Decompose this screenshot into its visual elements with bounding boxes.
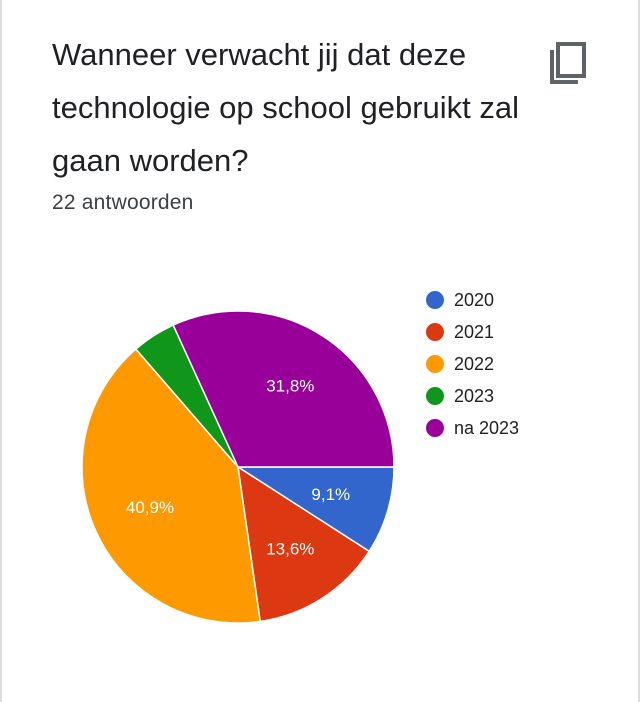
pie-slice-label: 13,6% [266, 539, 314, 558]
pie-slice-na-2023[interactable] [172, 310, 395, 468]
pie-slice-2021[interactable] [237, 465, 371, 623]
legend-item[interactable]: 2022 [426, 348, 519, 380]
pie-slice-2020[interactable] [235, 466, 395, 553]
response-count: 22 antwoorden [52, 191, 194, 214]
legend-item[interactable]: 2023 [426, 380, 519, 412]
legend-label: na 2023 [454, 417, 520, 438]
copy-icon [550, 42, 586, 84]
legend-label: 2023 [454, 385, 495, 406]
pie-slice-label: 40,9% [126, 498, 174, 517]
pie-slice-2022[interactable] [81, 348, 262, 624]
legend-label: 2022 [454, 353, 495, 374]
legend-item[interactable]: na 2023 [426, 412, 519, 444]
legend-swatch [426, 323, 444, 341]
legend-swatch [426, 291, 444, 309]
pie-slice-label: 31,8% [266, 377, 314, 396]
legend-label: 2020 [454, 289, 495, 310]
legend-item[interactable]: 2020 [426, 284, 519, 316]
legend-swatch [426, 419, 444, 437]
legend-swatch [426, 387, 444, 405]
question-title: Wanneer verwacht jij dat deze technologi… [52, 37, 520, 178]
legend-swatch [426, 355, 444, 373]
legend-label: 2021 [454, 321, 495, 342]
copy-chart-button[interactable] [542, 36, 590, 84]
legend-item[interactable]: 2021 [426, 316, 519, 348]
chart-legend: 2020 2021 2022 2023 na 2023 [426, 284, 519, 444]
pie-slice-label: 9,1% [311, 485, 350, 504]
